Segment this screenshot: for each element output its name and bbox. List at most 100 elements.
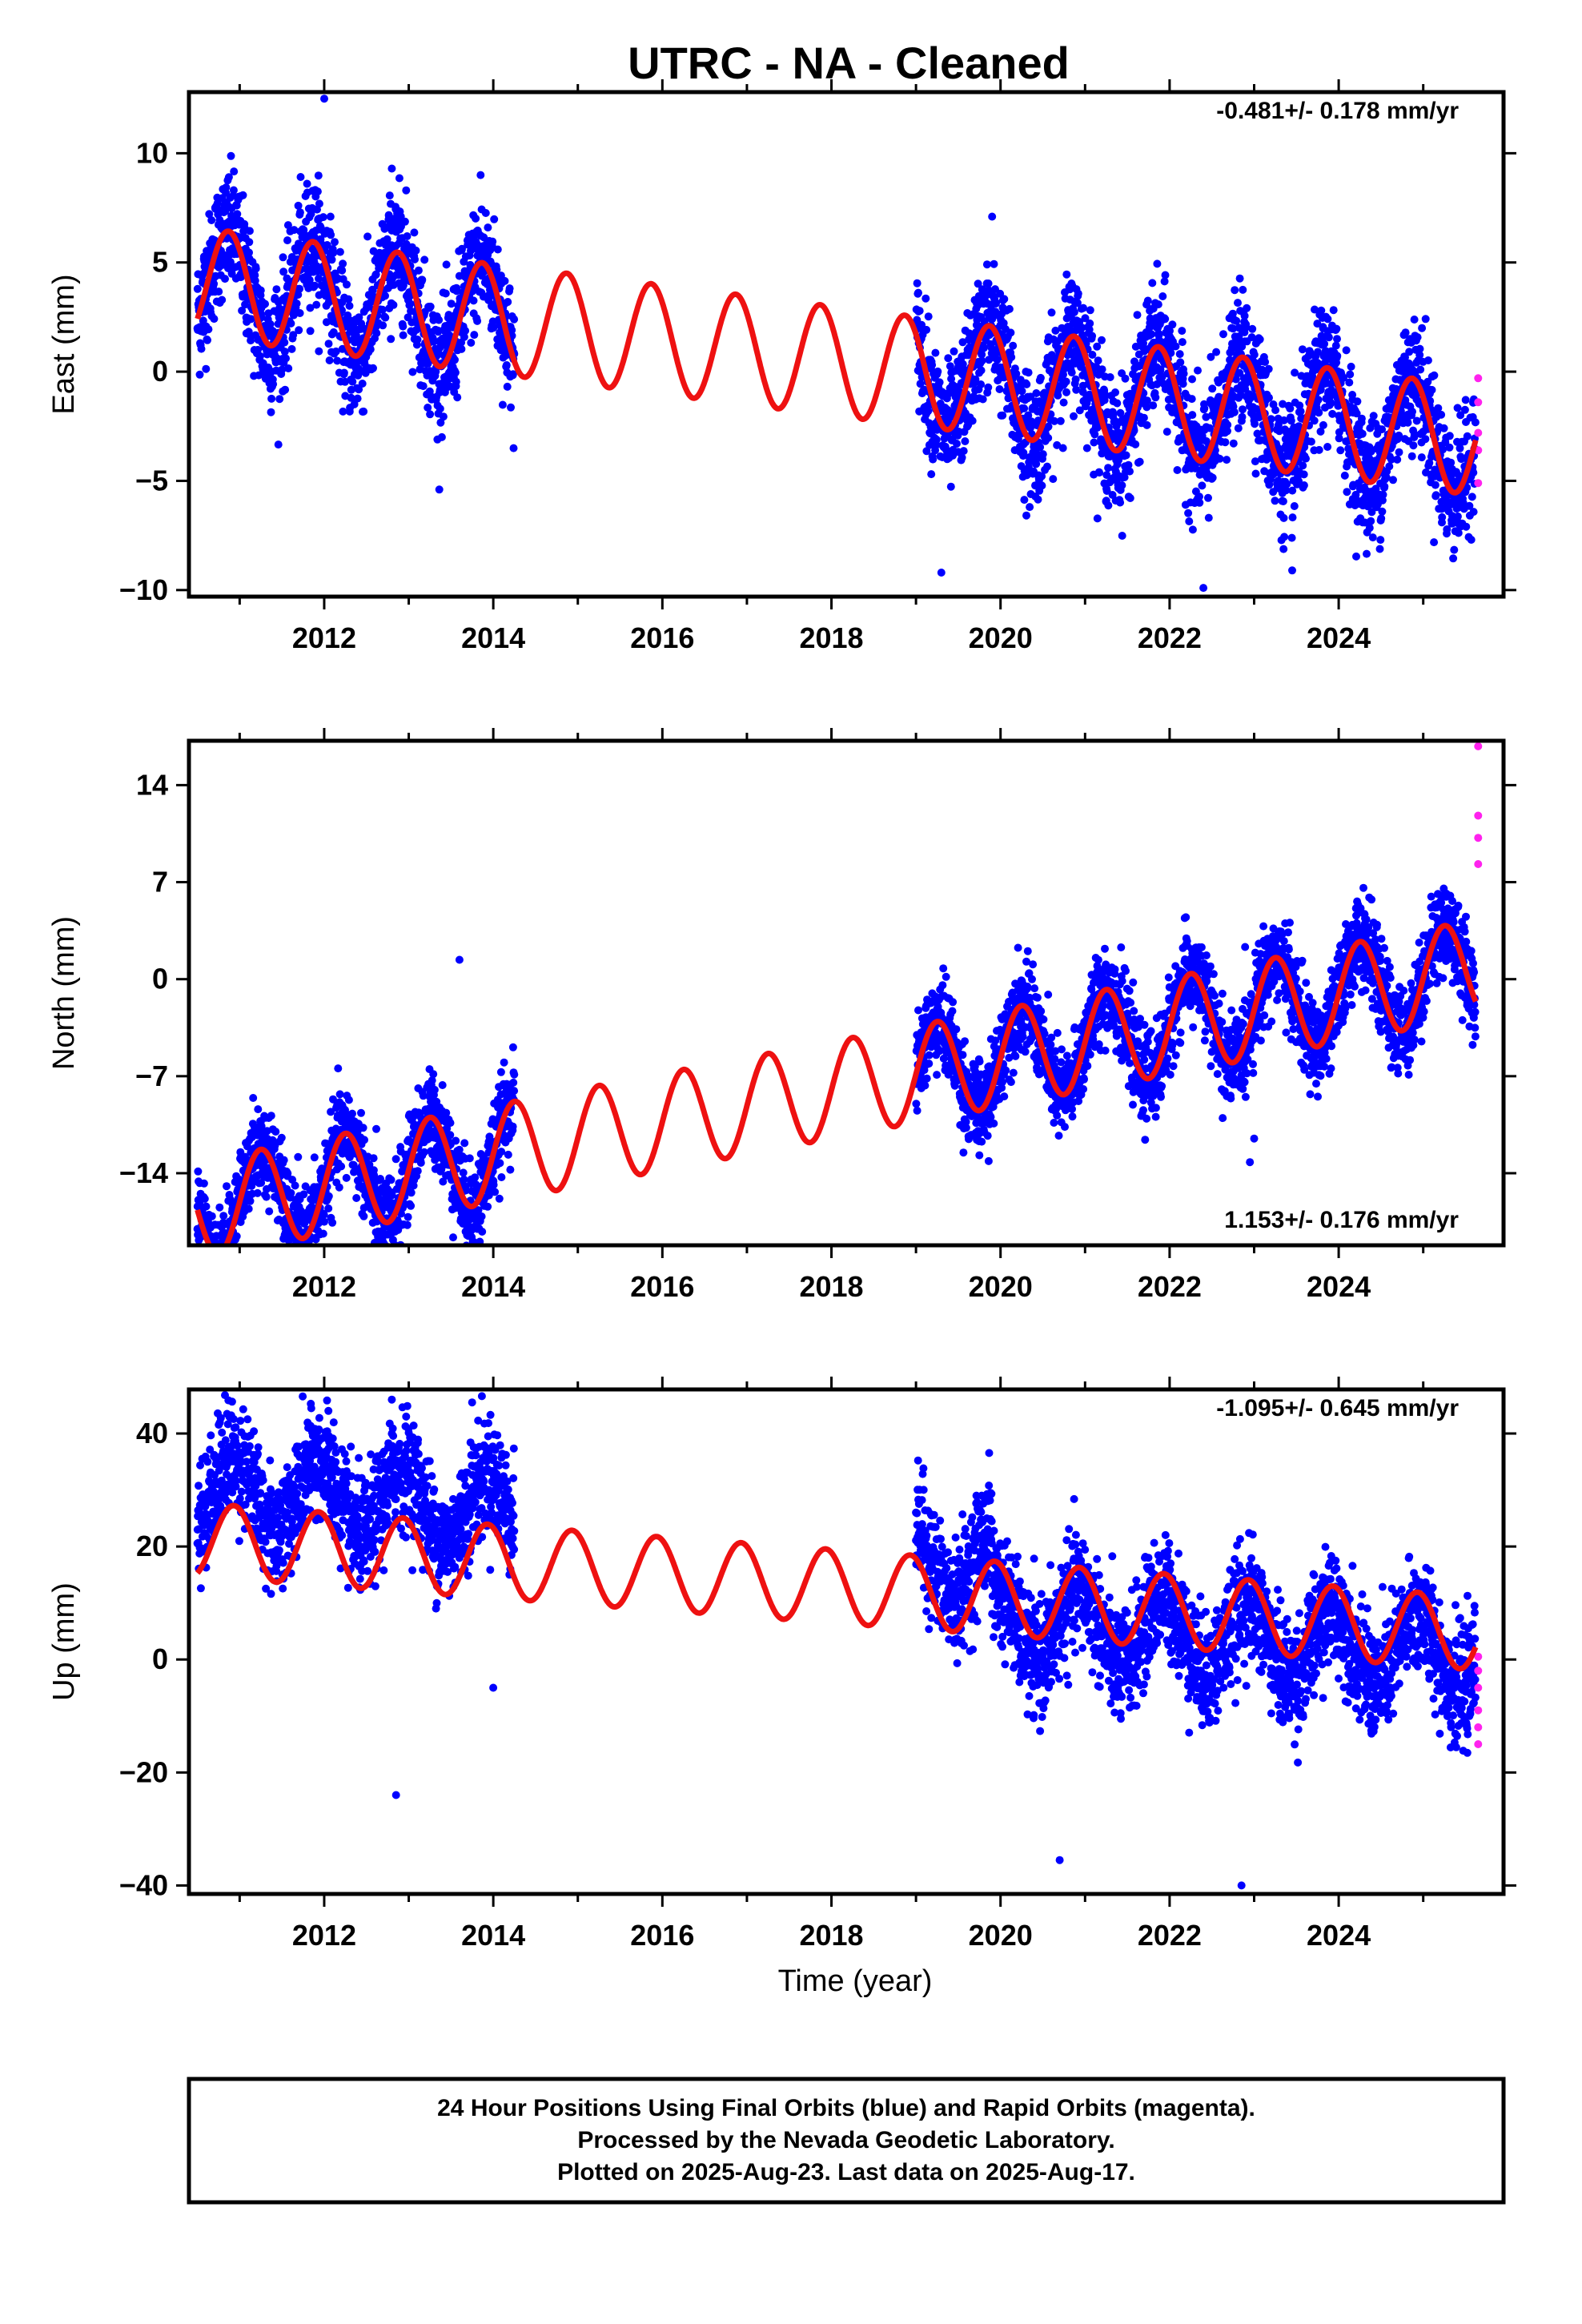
final-orbit-point xyxy=(1071,375,1080,384)
final-orbit-point xyxy=(998,411,1007,420)
final-orbit-point xyxy=(449,1233,457,1242)
final-orbit-point xyxy=(1431,480,1439,489)
final-orbit-point xyxy=(1178,380,1187,388)
final-orbit-point xyxy=(239,191,247,199)
final-orbit-point xyxy=(202,364,211,373)
final-orbit-point xyxy=(1251,420,1259,428)
final-orbit-point xyxy=(1000,295,1009,304)
final-orbit-point xyxy=(424,404,432,412)
final-orbit-point xyxy=(275,395,284,404)
final-orbit-point xyxy=(366,345,375,354)
final-orbit-point xyxy=(458,244,466,253)
final-orbit-point xyxy=(1171,342,1180,351)
final-orbit-point xyxy=(1019,448,1028,457)
final-orbit-point xyxy=(1358,429,1367,438)
final-orbit-point xyxy=(195,370,204,379)
final-orbit-point xyxy=(202,1202,211,1211)
final-orbit-point xyxy=(1133,311,1142,320)
final-orbit-point xyxy=(476,171,485,179)
final-orbit-point xyxy=(369,364,377,372)
final-orbit-point xyxy=(287,344,296,353)
final-orbit-point xyxy=(295,326,303,335)
final-orbit-point xyxy=(331,347,340,356)
final-orbit-point xyxy=(262,1192,271,1201)
final-orbit-point xyxy=(331,238,339,247)
final-orbit-point xyxy=(1094,356,1102,365)
final-orbit-point xyxy=(1219,330,1227,339)
final-orbit-point xyxy=(403,1220,412,1229)
final-orbit-point xyxy=(1410,316,1419,324)
final-orbit-point xyxy=(404,1212,412,1221)
final-orbit-point xyxy=(1377,514,1386,523)
final-orbit-point xyxy=(928,360,937,369)
final-orbit-point xyxy=(217,1267,225,1275)
final-orbit-point xyxy=(505,284,514,293)
final-orbit-point xyxy=(213,199,222,207)
final-orbit-point xyxy=(203,1248,211,1256)
final-orbit-point xyxy=(1188,375,1196,384)
final-orbit-point xyxy=(978,356,986,365)
final-orbit-point xyxy=(1395,448,1403,456)
final-orbit-point xyxy=(455,271,464,280)
final-orbit-point xyxy=(1408,408,1416,416)
final-orbit-point xyxy=(223,1249,231,1257)
final-orbit-point xyxy=(1126,494,1134,502)
rapid-orbit-point xyxy=(1474,398,1483,407)
final-orbit-point xyxy=(1438,513,1447,521)
final-orbit-point xyxy=(207,1251,215,1259)
final-orbit-point xyxy=(1154,300,1162,309)
final-orbit-point xyxy=(1401,328,1410,337)
y-tick-label: 0 xyxy=(152,355,168,388)
final-orbit-point xyxy=(1238,412,1247,421)
final-orbit-point xyxy=(283,1169,292,1178)
final-orbit-point xyxy=(216,1256,224,1265)
final-orbit-point xyxy=(1143,296,1152,305)
final-orbit-point xyxy=(438,1081,447,1089)
final-orbit-point xyxy=(295,208,304,217)
final-orbit-point xyxy=(1223,456,1231,464)
final-orbit-point xyxy=(1188,525,1197,534)
final-orbit-point xyxy=(335,1090,344,1099)
final-orbit-point xyxy=(230,167,239,176)
final-orbit-point xyxy=(500,276,509,285)
final-orbit-point xyxy=(1365,524,1374,533)
final-orbit-point xyxy=(980,344,989,352)
final-orbit-point xyxy=(470,331,479,340)
final-orbit-point xyxy=(266,320,275,328)
final-orbit-point xyxy=(1279,497,1287,505)
final-orbit-point xyxy=(1018,387,1026,396)
final-orbit-point xyxy=(1088,351,1097,359)
final-orbit-point xyxy=(212,1254,220,1262)
final-orbit-point xyxy=(306,1250,314,1258)
final-orbit-point xyxy=(368,286,377,295)
final-orbit-point xyxy=(256,286,265,295)
final-orbit-point xyxy=(1376,536,1385,545)
final-orbit-point xyxy=(1333,352,1342,360)
final-orbit-point xyxy=(451,356,459,364)
final-orbit-point xyxy=(1250,350,1259,359)
final-orbit-point xyxy=(232,1232,241,1240)
final-orbit-point xyxy=(282,354,290,363)
final-orbit-point xyxy=(223,1259,231,1267)
final-orbit-point xyxy=(1323,443,1332,451)
final-orbit-point xyxy=(359,407,368,416)
final-orbit-point xyxy=(399,322,408,331)
final-orbit-point xyxy=(1423,356,1432,364)
final-orbit-point xyxy=(221,1273,229,1281)
final-orbit-point xyxy=(424,360,432,368)
final-orbit-point xyxy=(944,354,953,363)
final-orbit-point xyxy=(472,214,480,223)
final-orbit-point xyxy=(291,1181,299,1190)
y-tick-label: −5 xyxy=(135,464,168,497)
final-orbit-point xyxy=(1184,509,1193,517)
final-orbit-point xyxy=(1239,285,1247,294)
final-orbit-point xyxy=(215,1258,223,1266)
final-orbit-point xyxy=(1178,338,1186,347)
final-orbit-point xyxy=(1460,405,1469,414)
final-orbit-point xyxy=(209,1281,217,1289)
final-orbit-point xyxy=(510,315,519,324)
final-orbit-point xyxy=(358,380,367,388)
final-orbit-point xyxy=(1367,517,1375,525)
final-orbit-point xyxy=(1067,368,1076,377)
final-orbit-point xyxy=(1122,451,1130,460)
